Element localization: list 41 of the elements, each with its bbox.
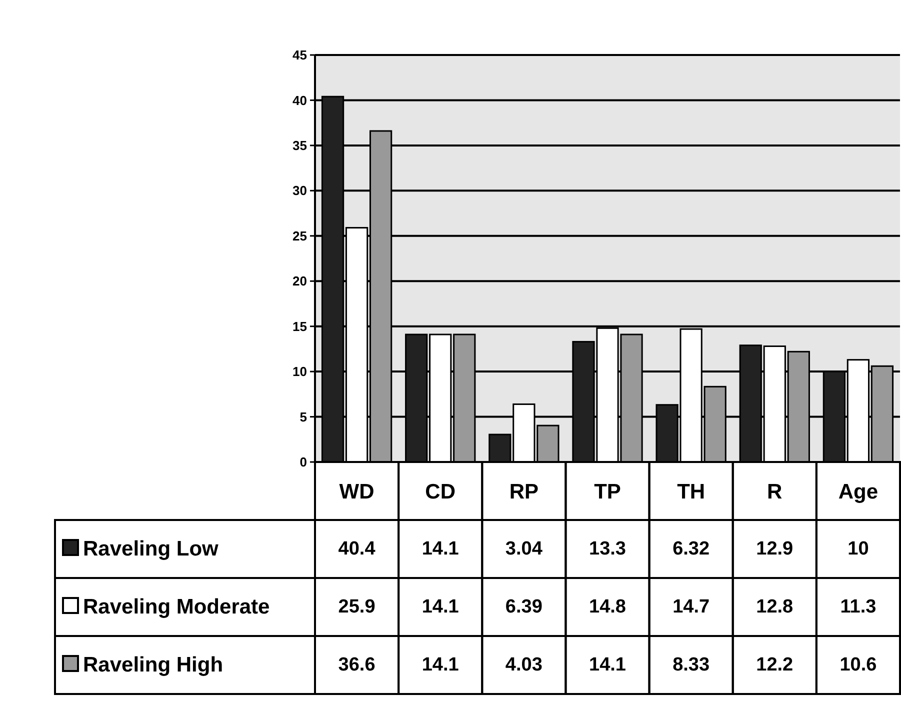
x-tick-label: R [767,480,782,504]
data-label: 14.1 [589,654,626,676]
legend-label: Raveling Low [83,537,220,560]
y-tick-label: 25 [292,228,307,244]
x-tick-label: TH [677,480,706,504]
data-label: 40.4 [338,538,376,560]
y-tick-label: 0 [300,454,307,470]
data-label: 10.6 [840,654,877,676]
x-tick-label: TP [594,480,621,504]
data-label: 12.2 [756,654,794,676]
data-label: 14.8 [589,596,626,618]
x-tick-label: Age [838,480,878,504]
y-tick-label: 30 [292,183,307,198]
y-tick-label: 40 [292,92,307,108]
y-tick-label: 45 [292,48,307,63]
data-label: 14.7 [672,596,710,618]
data-label: 6.39 [505,596,542,618]
data-label: 14.1 [422,596,460,618]
data-label: 13.3 [589,538,626,560]
data-label: 12.8 [756,596,794,618]
data-label: 4.03 [505,654,542,676]
data-label: 6.32 [672,538,710,560]
data-label: 11.3 [840,596,876,618]
data-label: 14.1 [422,538,460,560]
data-label: 8.33 [672,654,710,676]
data-label: 36.6 [338,654,376,676]
y-tick-label: 20 [292,274,307,289]
y-tick-label: 5 [300,409,307,424]
data-label: 10 [848,538,869,560]
x-tick-label: CD [425,480,456,504]
y-tick-label: 15 [292,318,307,334]
x-tick-label: RP [509,480,539,504]
legend-label: Raveling Moderate [83,595,270,618]
y-tick-label: 10 [292,364,307,380]
y-tick-label: 35 [292,138,307,153]
data-label: 14.1 [422,654,460,676]
data-label: 3.04 [505,538,543,560]
legend-label: Raveling High [83,653,224,676]
data-label: 25.9 [338,596,376,618]
data-label: 12.9 [756,538,794,560]
x-tick-label: WD [339,480,374,504]
